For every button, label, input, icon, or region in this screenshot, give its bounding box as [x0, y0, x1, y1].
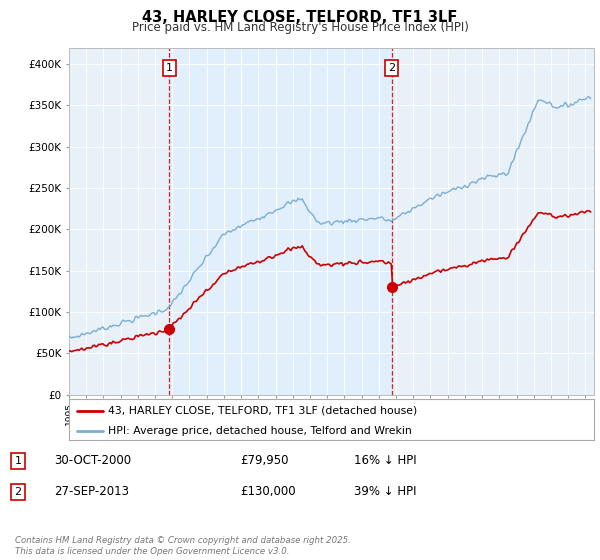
- Text: 1: 1: [14, 456, 22, 466]
- Text: 16% ↓ HPI: 16% ↓ HPI: [354, 454, 416, 468]
- Text: 30-OCT-2000: 30-OCT-2000: [54, 454, 131, 468]
- Text: 43, HARLEY CLOSE, TELFORD, TF1 3LF: 43, HARLEY CLOSE, TELFORD, TF1 3LF: [142, 10, 458, 25]
- Text: 27-SEP-2013: 27-SEP-2013: [54, 485, 129, 498]
- Bar: [169, 48, 392, 395]
- Text: 39% ↓ HPI: 39% ↓ HPI: [354, 485, 416, 498]
- Text: Contains HM Land Registry data © Crown copyright and database right 2025.
This d: Contains HM Land Registry data © Crown c…: [15, 536, 351, 556]
- Text: 2: 2: [388, 63, 395, 73]
- Text: £130,000: £130,000: [240, 485, 296, 498]
- Text: 1: 1: [166, 63, 173, 73]
- Text: £79,950: £79,950: [240, 454, 289, 468]
- Text: 2: 2: [14, 487, 22, 497]
- Text: Price paid vs. HM Land Registry's House Price Index (HPI): Price paid vs. HM Land Registry's House …: [131, 21, 469, 34]
- Text: HPI: Average price, detached house, Telford and Wrekin: HPI: Average price, detached house, Telf…: [109, 426, 412, 436]
- Text: 43, HARLEY CLOSE, TELFORD, TF1 3LF (detached house): 43, HARLEY CLOSE, TELFORD, TF1 3LF (deta…: [109, 405, 418, 416]
